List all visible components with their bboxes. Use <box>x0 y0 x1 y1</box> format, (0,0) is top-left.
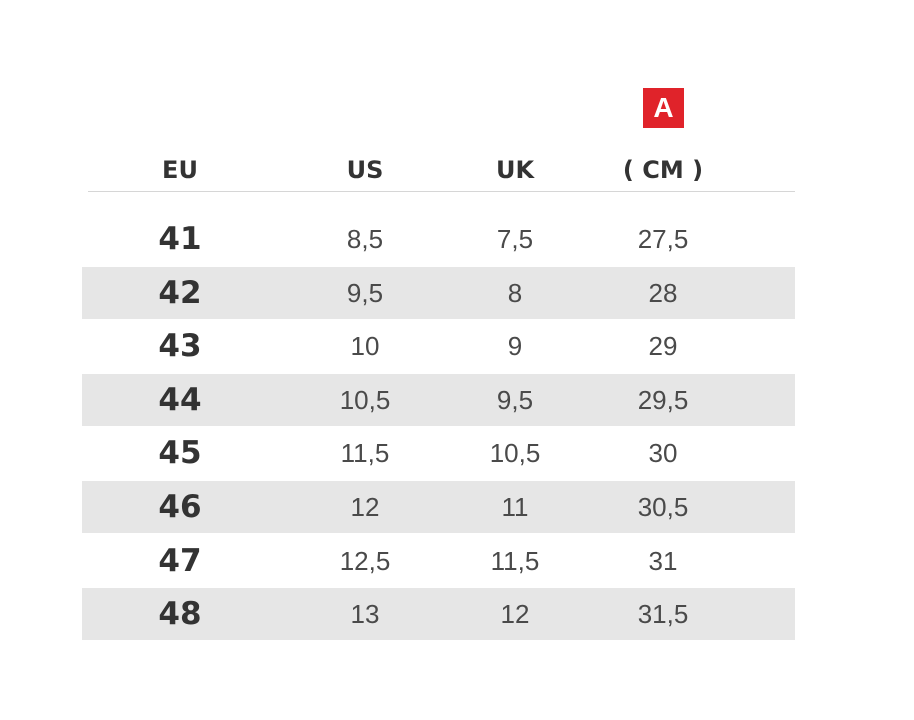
size-value: 9 <box>507 331 523 362</box>
row-band <box>82 266 795 319</box>
size-value: 28 <box>648 277 678 308</box>
size-value: 12 <box>350 492 380 522</box>
column-header: UK <box>495 156 535 184</box>
column-header: US <box>346 156 384 184</box>
row-band <box>82 481 795 533</box>
size-value: 8 <box>507 277 523 308</box>
eu-size: 45 <box>158 435 202 472</box>
size-value: 7,5 <box>496 224 534 254</box>
size-value: 30,5 <box>637 492 689 522</box>
size-value: 11,5 <box>340 438 390 469</box>
size-value: 9,5 <box>346 277 384 308</box>
eu-size: 41 <box>158 221 202 257</box>
header-rule <box>88 191 795 192</box>
size-value: 10,5 <box>339 384 391 415</box>
eu-size: 48 <box>158 596 202 633</box>
size-value: 8,5 <box>346 224 384 254</box>
column-header: EU <box>162 156 198 184</box>
eu-size: 44 <box>158 381 202 418</box>
eu-size: 46 <box>158 489 202 525</box>
eu-size: 47 <box>158 542 202 579</box>
size-value: 29,5 <box>637 384 689 415</box>
size-value: 10 <box>350 331 380 362</box>
size-value: 10,5 <box>489 438 541 469</box>
size-value: 31 <box>648 545 678 576</box>
size-value: 13 <box>350 599 380 630</box>
row-band <box>82 373 795 426</box>
size-value: 11 <box>501 492 529 522</box>
size-value: 9,5 <box>496 384 534 415</box>
badge: A <box>643 88 684 128</box>
size-value: 11,5 <box>490 545 540 576</box>
size-value: 12 <box>500 599 530 630</box>
eu-size: 43 <box>158 328 202 365</box>
eu-size: 42 <box>158 274 202 311</box>
size-value: 29 <box>648 331 678 362</box>
size-value: 31,5 <box>637 599 689 630</box>
size-value: 27,5 <box>637 224 689 254</box>
size-value: 12,5 <box>339 545 391 576</box>
size-value: 30 <box>648 438 678 469</box>
column-header: ( CM ) <box>622 156 704 184</box>
row-band <box>82 588 795 641</box>
